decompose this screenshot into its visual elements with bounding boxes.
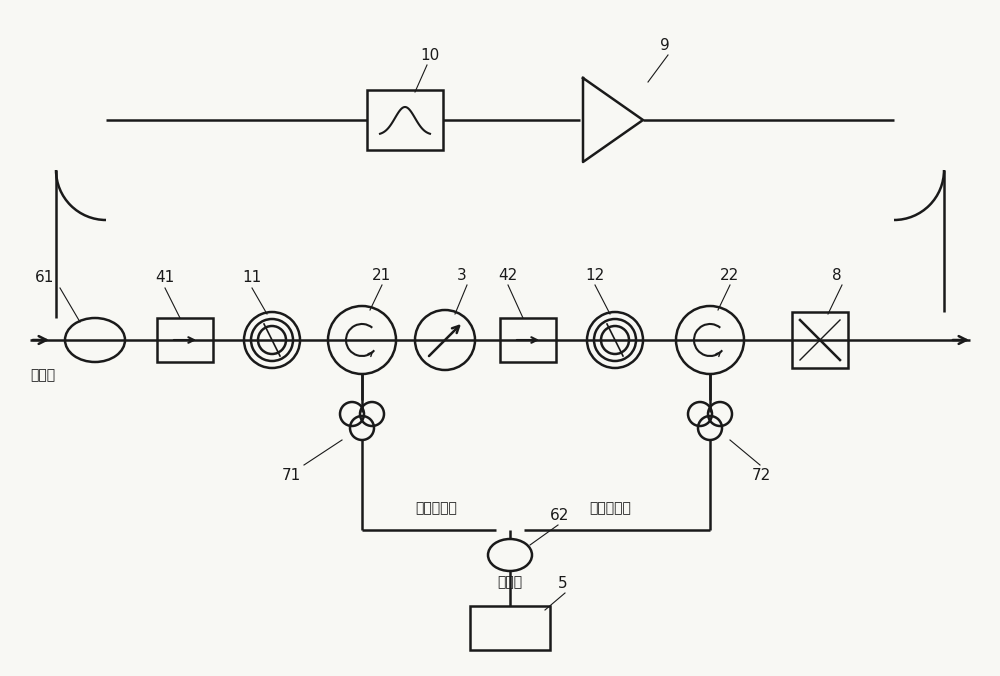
Text: 5: 5: [558, 577, 568, 592]
Text: 12: 12: [585, 268, 604, 283]
Text: 21: 21: [372, 268, 391, 283]
Text: 泵浦光: 泵浦光: [497, 575, 523, 589]
Text: 22: 22: [720, 268, 739, 283]
Text: 61: 61: [35, 270, 54, 285]
Text: 8: 8: [832, 268, 842, 283]
Text: 11: 11: [242, 270, 261, 285]
Bar: [500, 318, 556, 362]
Text: 10: 10: [420, 47, 439, 62]
Text: 72: 72: [752, 468, 771, 483]
Bar: [470, 606, 550, 650]
Text: 41: 41: [155, 270, 174, 285]
Bar: [157, 318, 213, 362]
Bar: [367, 90, 443, 150]
Text: 62: 62: [550, 508, 569, 523]
Text: 3: 3: [457, 268, 467, 283]
Text: 信号光: 信号光: [30, 368, 55, 382]
Text: 第一泵浦光: 第一泵浦光: [415, 501, 457, 515]
Text: 71: 71: [282, 468, 301, 483]
Text: 第二泵浦光: 第二泵浦光: [589, 501, 631, 515]
Bar: [792, 312, 848, 368]
Text: 42: 42: [498, 268, 517, 283]
Text: 9: 9: [660, 37, 670, 53]
